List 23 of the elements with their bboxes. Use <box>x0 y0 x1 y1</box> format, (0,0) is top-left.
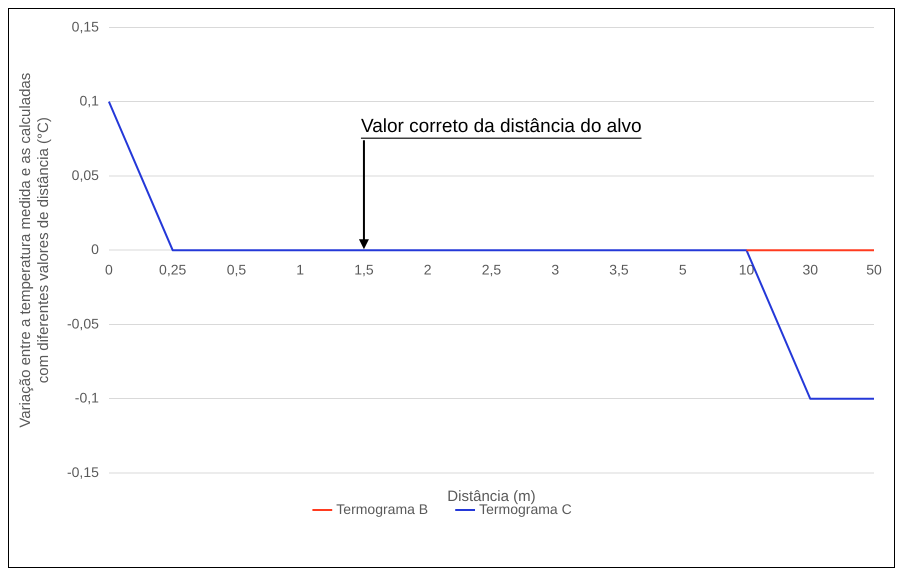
annotation: Valor correto da distância do alvo <box>360 116 642 138</box>
x-tick-label: 2,5 <box>482 261 502 278</box>
x-tick-label: 0,25 <box>159 261 187 278</box>
x-tick-label: 10 <box>738 261 754 278</box>
y-tick-label: 0,05 <box>72 166 100 183</box>
x-tick-label: 3,5 <box>609 261 629 278</box>
y-tick-label: -0,15 <box>66 464 100 480</box>
x-tick-label: 2 <box>424 261 432 278</box>
y-tick-label: 0 <box>91 241 100 258</box>
y-tick-label: -0,1 <box>74 390 100 406</box>
y-axis-title: Variação entre a temperatura medida e as calculadas com diferentes valores de distância (°C) <box>17 72 52 428</box>
x-tick-label: 0 <box>105 261 114 278</box>
x-tick-label: 50 <box>866 261 882 278</box>
y-tick-label: 0,1 <box>79 92 100 109</box>
legend-label: Termograma B <box>336 500 428 517</box>
y-tick-label: -0,05 <box>66 315 100 332</box>
x-tick-label: 0,5 <box>226 261 246 278</box>
x-tick-label: 30 <box>802 261 818 278</box>
x-tick-label: 1,5 <box>354 261 374 278</box>
x-tick-label: 3 <box>551 261 560 278</box>
x-tick-label: 5 <box>678 261 687 278</box>
x-tick-label: 1 <box>296 261 304 278</box>
y-tick-label: 0,15 <box>72 18 100 34</box>
